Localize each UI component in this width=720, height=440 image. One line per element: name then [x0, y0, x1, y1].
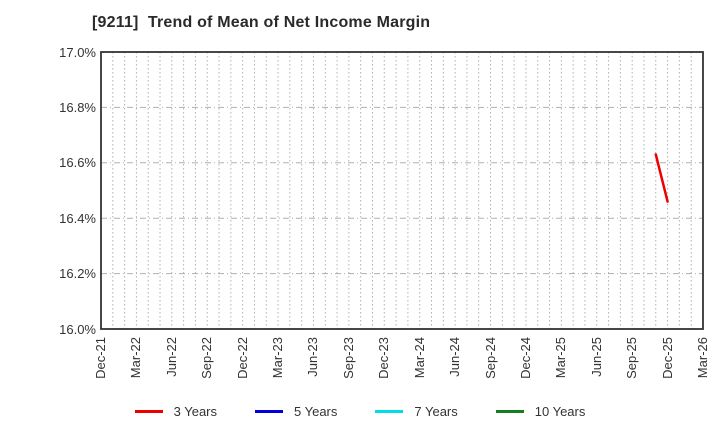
legend-label: 7 Years	[414, 404, 458, 419]
legend: 3 Years 5 Years 7 Years 10 Years	[0, 404, 720, 419]
y-tick-label: 16.0%	[59, 321, 96, 337]
x-tick-label: Dec-24	[517, 337, 533, 379]
x-tick-label: Jun-23	[305, 337, 321, 377]
x-tick-label: Mar-24	[411, 337, 427, 379]
legend-line-swatch	[495, 410, 524, 413]
y-tick-label: 16.2%	[59, 266, 96, 282]
legend-item: 10 Years	[495, 404, 586, 419]
x-tick-label: Jun-25	[588, 337, 604, 377]
x-tick-label: Dec-25	[659, 337, 675, 379]
x-tick-label: Sep-23	[340, 337, 356, 379]
x-tick-label: Dec-23	[376, 337, 392, 379]
chart-title: [9211] Trend of Mean of Net Income Margi…	[92, 14, 431, 31]
y-tick-label: 16.8%	[59, 99, 96, 115]
x-tick-label: Mar-25	[553, 337, 569, 379]
legend-line-swatch	[255, 410, 283, 413]
x-tick-label: Jun-22	[163, 337, 179, 377]
x-tick-label: Dec-22	[234, 337, 250, 379]
x-tick-label: Mar-26	[695, 337, 710, 379]
x-tick-label: Dec-21	[93, 337, 108, 379]
plot-border	[100, 51, 704, 330]
x-tick-label: Mar-23	[270, 337, 286, 379]
x-tick-label: Sep-22	[199, 337, 215, 379]
x-tick-label: Sep-24	[482, 337, 498, 379]
y-tick-label: 16.4%	[59, 210, 96, 226]
legend-label: 10 Years	[534, 404, 586, 419]
legend-label: 5 Years	[294, 404, 338, 419]
series-line-3-years	[654, 153, 669, 203]
legend-line-swatch	[375, 410, 404, 413]
x-tick-label: Mar-22	[128, 337, 144, 379]
legend-item: 3 Years	[134, 404, 217, 419]
legend-item: 5 Years	[255, 404, 337, 419]
x-tick-label: Sep-25	[624, 337, 640, 379]
legend-item: 7 Years	[375, 404, 458, 419]
x-tick-label: Jun-24	[447, 337, 463, 377]
y-tick-label: 17.0%	[59, 44, 96, 60]
legend-label: 3 Years	[173, 404, 217, 419]
y-tick-label: 16.6%	[59, 155, 96, 171]
legend-line-swatch	[134, 410, 163, 413]
